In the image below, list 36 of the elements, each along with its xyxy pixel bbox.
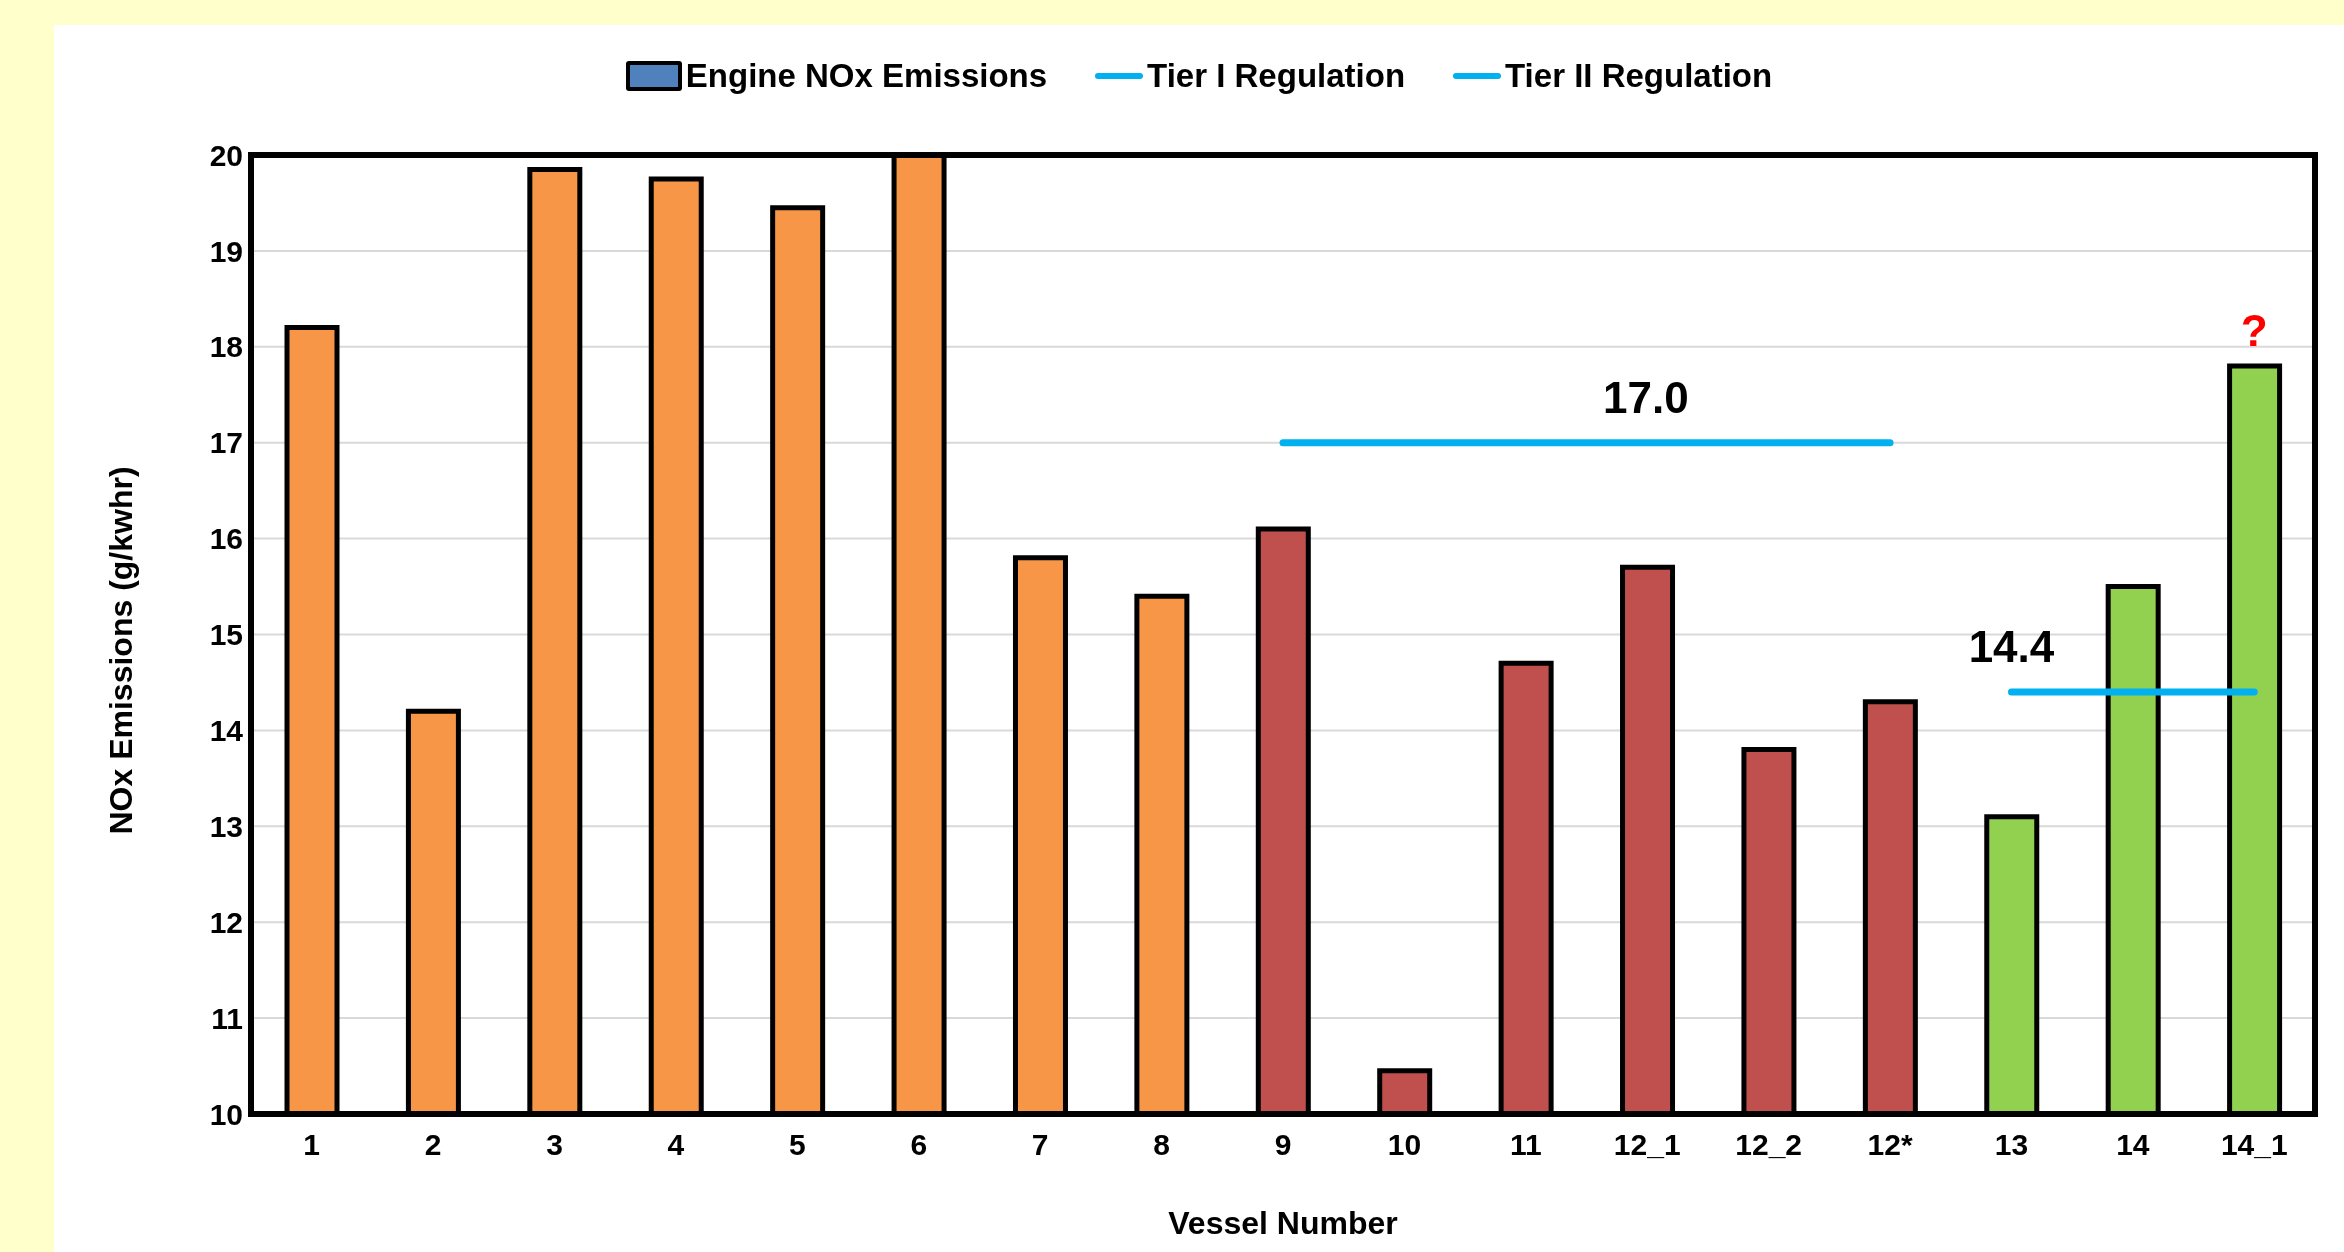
y-tick-label: 16: [209, 522, 243, 556]
annotation: 17.0: [1603, 372, 1689, 422]
y-tick-label: 14: [209, 714, 244, 748]
x-tick-label: 13: [1994, 1128, 2029, 1162]
x-tick-label: 12*: [1867, 1128, 1913, 1162]
x-tick-label: 4: [667, 1128, 685, 1162]
x-tick-label: 7: [1031, 1128, 1049, 1162]
x-tick-label: 2: [424, 1128, 442, 1162]
x-tick-label: 6: [910, 1128, 928, 1162]
legend-label: Tier I Regulation: [1147, 57, 1406, 95]
x-tick-label: 9: [1274, 1128, 1292, 1162]
x-tick-label: 3: [546, 1128, 563, 1162]
x-tick-label: 14: [2116, 1128, 2150, 1162]
x-tick-label: 12_2: [1735, 1128, 1803, 1162]
y-tick-label: 19: [209, 234, 243, 268]
y-tick-label: 18: [209, 330, 243, 364]
x-tick-label: 1: [303, 1128, 321, 1162]
y-tick-label: 11: [211, 1001, 243, 1035]
y-tick-label: 13: [209, 809, 243, 843]
text: Engine NOx Emissions: [685, 57, 1048, 95]
x-axis-title: Vessel Number: [1168, 1205, 1398, 1241]
y-tick-label: 20: [209, 138, 243, 172]
y-tick-label: 17: [209, 426, 243, 460]
x-tick-label: 5: [789, 1128, 806, 1162]
legend-label: Tier II Regulation: [1505, 57, 1773, 95]
y-tick-label: 15: [209, 618, 243, 652]
x-tick-label: 10: [1387, 1128, 1422, 1162]
annotation: ?: [2240, 305, 2268, 355]
x-tick-label: 12_1: [1613, 1128, 1681, 1162]
y-tick-label: 12: [209, 905, 243, 939]
annotation: 14.4: [1968, 622, 2055, 672]
x-tick-label: 14_1: [2220, 1128, 2288, 1162]
x-tick-label: 11: [1509, 1128, 1542, 1162]
y-tick-label: 10: [209, 1097, 243, 1131]
y-axis-title: NOx Emissions (g/kwhr): [103, 466, 140, 835]
x-tick-label: 8: [1153, 1128, 1170, 1162]
